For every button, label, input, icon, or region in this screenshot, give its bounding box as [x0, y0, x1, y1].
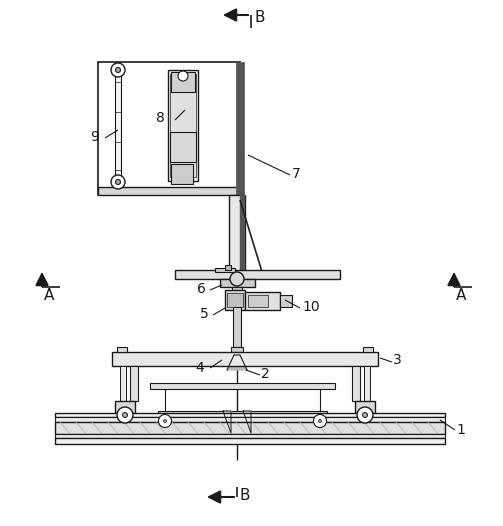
Bar	[229, 195, 245, 275]
Polygon shape	[223, 411, 231, 433]
Bar	[231, 347, 243, 355]
Bar	[215, 268, 235, 272]
Circle shape	[123, 412, 127, 418]
Bar	[120, 366, 126, 401]
Text: 3: 3	[393, 353, 402, 367]
Text: B: B	[240, 488, 250, 502]
Text: 4: 4	[195, 361, 204, 375]
Bar	[232, 287, 242, 307]
Circle shape	[116, 67, 121, 73]
Bar	[236, 62, 244, 195]
Bar	[55, 417, 445, 422]
Bar	[115, 74, 121, 181]
Text: 7: 7	[292, 167, 301, 181]
Bar	[170, 132, 196, 162]
Bar	[245, 292, 280, 310]
Bar	[55, 438, 445, 444]
Bar	[98, 187, 240, 195]
Text: A: A	[456, 288, 466, 302]
Bar	[55, 434, 445, 438]
Bar	[130, 366, 138, 401]
Bar	[363, 347, 373, 352]
Text: 1: 1	[456, 423, 465, 437]
Bar	[225, 265, 231, 270]
Circle shape	[363, 412, 368, 418]
Text: A: A	[44, 288, 54, 302]
Bar	[170, 74, 196, 177]
Bar	[220, 279, 255, 287]
Bar	[364, 366, 370, 401]
Bar	[98, 62, 240, 195]
Circle shape	[111, 63, 125, 77]
Polygon shape	[227, 355, 247, 370]
Bar	[280, 295, 292, 307]
Circle shape	[313, 414, 326, 428]
Bar	[227, 293, 243, 307]
Bar	[355, 401, 375, 413]
Circle shape	[116, 179, 121, 185]
Bar	[112, 352, 378, 366]
Polygon shape	[243, 411, 251, 433]
Circle shape	[163, 420, 166, 422]
Bar	[150, 383, 335, 389]
Bar	[168, 70, 198, 181]
Circle shape	[357, 407, 373, 423]
Bar	[117, 347, 127, 352]
Bar	[225, 290, 245, 310]
Bar	[352, 366, 360, 401]
Bar	[248, 295, 268, 307]
Bar	[158, 411, 327, 416]
Circle shape	[318, 420, 321, 422]
Bar	[115, 401, 135, 413]
Bar	[171, 164, 193, 184]
Text: 8: 8	[156, 111, 165, 125]
Circle shape	[111, 175, 125, 189]
Text: 5: 5	[200, 307, 209, 321]
Bar	[233, 307, 241, 347]
Circle shape	[158, 414, 172, 428]
Circle shape	[178, 71, 188, 81]
Text: 10: 10	[302, 300, 319, 314]
Circle shape	[230, 272, 244, 286]
Text: 2: 2	[261, 367, 270, 381]
Bar	[55, 413, 445, 417]
Bar	[175, 270, 340, 279]
Text: B: B	[255, 11, 266, 25]
Circle shape	[117, 407, 133, 423]
Bar	[55, 422, 445, 434]
Text: 9: 9	[90, 130, 99, 144]
Bar	[240, 195, 245, 275]
Text: 6: 6	[197, 282, 206, 296]
Bar	[171, 72, 195, 92]
